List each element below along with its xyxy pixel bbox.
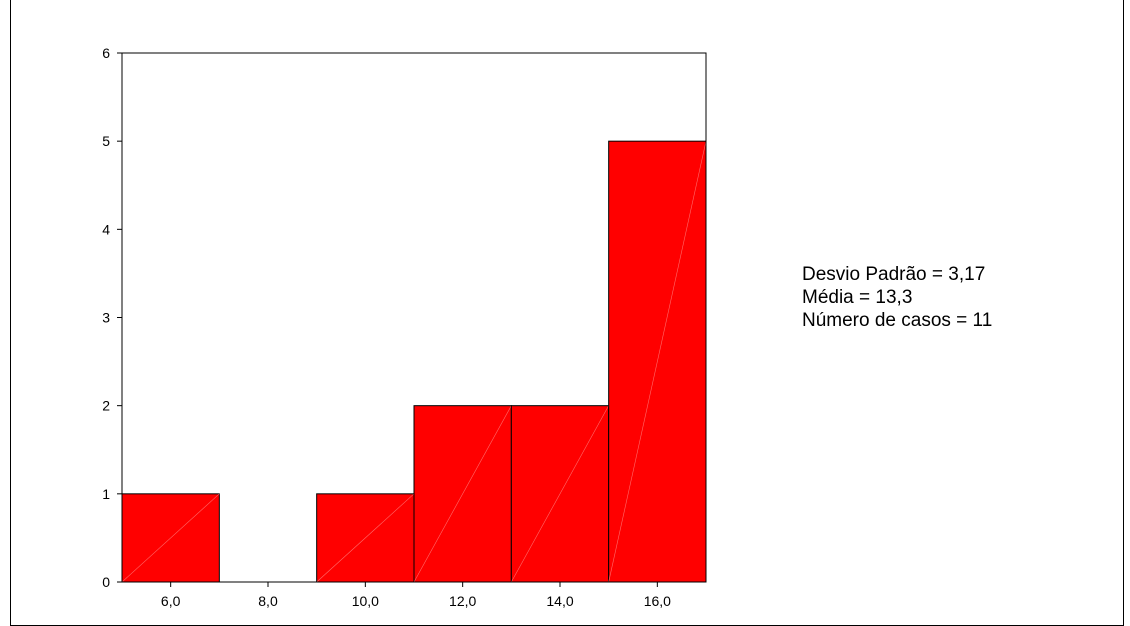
bars-group [121,140,707,583]
y-tick-label-2: 2 [102,398,110,414]
bar-hatch-line-5 [608,141,707,583]
bar-hatch-line-0 [121,493,220,583]
summary-stats: Desvio Padrão = 3,17 Média = 13,3 Número… [802,263,992,332]
y-tick-label-4: 4 [102,221,110,237]
bar-hatch-line-4 [511,405,609,583]
y-tick-label-0: 0 [102,574,110,590]
x-axis: 6,0 8,0 10,0 12,0 14,0 16,0 [161,582,671,609]
y-axis: 0 1 2 3 4 5 6 [102,45,122,590]
y-tick-label-1: 1 [102,486,110,502]
bar-hatch-line-2 [316,493,415,583]
x-tick-label-10: 10,0 [352,593,379,609]
x-tick-label-6: 6,0 [161,593,181,609]
x-tick-label-8: 8,0 [258,593,278,609]
std-dev-label: Desvio Padrão = 3,17 [802,264,986,285]
mean-label: Média = 13,3 [802,287,913,308]
x-tick-label-16: 16,0 [644,593,671,609]
x-tick-label-14: 14,0 [546,593,573,609]
y-tick-label-3: 3 [102,310,110,326]
n-cases-label: Número de casos = 11 [802,310,993,331]
y-tick-label-6: 6 [102,45,110,61]
bar-hatch-line-3 [413,405,512,583]
x-tick-label-12: 12,0 [449,593,476,609]
y-tick-label-5: 5 [102,133,110,149]
